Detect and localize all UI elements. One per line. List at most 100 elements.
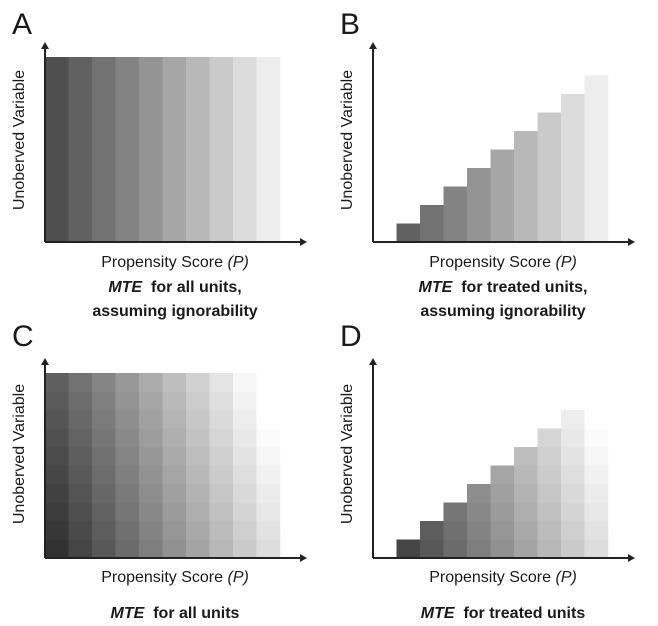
column-cell (45, 57, 69, 242)
column-cell (92, 57, 116, 242)
grid-cell (209, 465, 234, 485)
panel-letter-c: C (12, 320, 34, 353)
panel-letter-d: D (340, 320, 362, 353)
grid-cell (162, 428, 187, 448)
grid-cell (186, 391, 210, 411)
grid-cell (396, 539, 421, 559)
grid-cell (256, 410, 281, 429)
grid-cell (186, 410, 210, 429)
x-axis-label-c: Propensity Score (P) (101, 569, 249, 587)
grid-cell (537, 539, 562, 559)
column-cell (139, 57, 163, 242)
column-cell (162, 57, 187, 242)
grid-cell (209, 410, 234, 429)
grid-cell (537, 465, 562, 485)
grid-cell (233, 521, 257, 540)
grid-cell (537, 502, 562, 522)
grid-cell (92, 410, 116, 429)
x-axis-arrow-icon (628, 238, 635, 246)
grid-cell (584, 410, 609, 429)
x-axis-arrow-icon (300, 554, 307, 562)
grid-cell (139, 484, 163, 503)
grid-cell (584, 447, 609, 466)
grid-cell (514, 521, 538, 540)
caption-line-2: assuming ignorability (420, 303, 586, 320)
grid-cell (186, 521, 210, 540)
caption-line-1: MTE for treated units, (419, 276, 588, 300)
grid-cell (45, 539, 69, 559)
grid-cell (209, 484, 234, 503)
caption-d: MTE for treated units (421, 602, 585, 626)
grid-cell (139, 521, 163, 540)
x-axis-label-var: (P) (227, 569, 249, 586)
grid-cell (68, 502, 93, 522)
grid-cell (45, 447, 69, 466)
grid-cell (233, 391, 257, 411)
grid-cell (256, 484, 281, 503)
grid-cell (561, 447, 585, 466)
caption-line-1: MTE for all units (111, 602, 240, 626)
grid-cell (68, 484, 93, 503)
grid-cell (514, 465, 538, 485)
column-cell (209, 57, 234, 242)
grid-cell (209, 391, 234, 411)
grid-cell (537, 428, 562, 448)
grid-cell (584, 428, 609, 448)
grid-cell (115, 428, 140, 448)
grid-cell (537, 484, 562, 503)
grid-cell (561, 502, 585, 522)
grid-cell (45, 502, 69, 522)
grid-cell (233, 410, 257, 429)
x-axis-label-text: Propensity Score (429, 254, 552, 271)
grid-cell (256, 539, 281, 559)
grid-cell (115, 465, 140, 485)
grid-cell (162, 410, 187, 429)
grid-cell (115, 447, 140, 466)
grid-cell (45, 484, 69, 503)
grid-cell (115, 373, 140, 392)
y-axis-arrow-icon (369, 42, 377, 49)
grid-cell (584, 484, 609, 503)
grid-cell (490, 484, 515, 503)
grid-cell (514, 539, 538, 559)
caption-term: MTE (418, 279, 453, 296)
grid-cell (443, 502, 468, 522)
grid-cell (467, 502, 491, 522)
x-axis-label-text: Propensity Score (101, 254, 224, 271)
grid-cell (490, 502, 515, 522)
grid-cell (92, 373, 116, 392)
grid-cell (467, 539, 491, 559)
x-axis-label-b: Propensity Score (P) (429, 254, 577, 272)
grid-cell (68, 410, 93, 429)
column-cell (561, 94, 585, 242)
grid-cell (256, 465, 281, 485)
grid-cell (162, 502, 187, 522)
grid-cell (162, 484, 187, 503)
grid-cell (209, 502, 234, 522)
grid-cell (584, 539, 609, 559)
y-axis-arrow-icon (369, 358, 377, 365)
grid-cell (256, 521, 281, 540)
grid-cell (209, 539, 234, 559)
grid-cell (537, 521, 562, 540)
grid-cell (186, 428, 210, 448)
grid-cell (584, 521, 609, 540)
grid-cell (115, 521, 140, 540)
grid-cell (514, 447, 538, 466)
grid-cell (162, 373, 187, 392)
grid-cell (186, 539, 210, 559)
grid-cell (209, 373, 234, 392)
grid-cell (115, 391, 140, 411)
grid-cell (45, 428, 69, 448)
grid-cell (467, 484, 491, 503)
panel-letter-a: A (12, 8, 33, 41)
grid-cell (92, 484, 116, 503)
column-cell (68, 57, 93, 242)
caption-a: MTE for all units, assuming ignorability (92, 276, 257, 324)
grid-cell (92, 502, 116, 522)
grid-cell (68, 521, 93, 540)
column-cell (584, 75, 609, 242)
caption-term: MTE (420, 605, 455, 622)
grid-cell (139, 373, 163, 392)
